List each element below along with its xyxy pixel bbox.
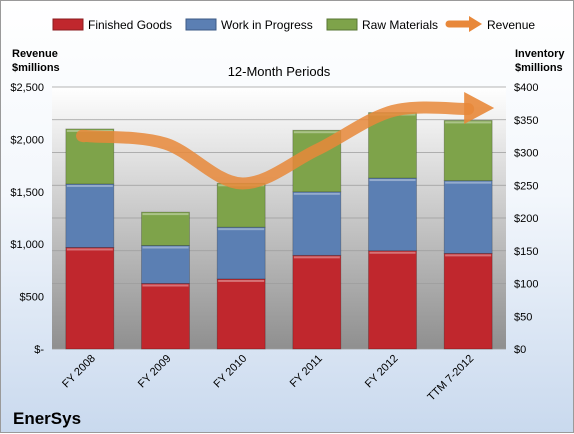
chart-subtitle: 12-Month Periods — [228, 64, 331, 79]
bar-work-in-progress — [293, 192, 341, 256]
category-label: FY 2009 — [136, 353, 174, 391]
right-tick-label: $50 — [514, 311, 532, 323]
bar-raw-materials — [142, 212, 190, 245]
bar-work-in-progress — [142, 246, 190, 284]
bar-highlight — [143, 213, 189, 215]
right-tick-label: $350 — [514, 115, 538, 127]
bar-highlight — [370, 252, 416, 254]
left-tick-label: $500 — [20, 292, 44, 304]
left-tick-label: $1,500 — [10, 187, 44, 199]
legend-swatch-work-in-progress — [186, 19, 216, 30]
bar-finished-goods — [444, 253, 492, 349]
category-label: FY 2010 — [212, 353, 250, 391]
category-label: TTM 7-2012 — [425, 353, 476, 404]
bar-finished-goods — [293, 255, 341, 349]
legend-swatch-finished-goods — [53, 19, 83, 30]
bar-highlight — [294, 193, 340, 195]
bar-raw-materials — [217, 183, 265, 227]
bar-highlight — [67, 185, 113, 187]
bar-highlight — [294, 131, 340, 133]
left-axis-title-line1: Revenue — [12, 48, 58, 60]
bar-work-in-progress — [66, 184, 114, 248]
right-tick-label: $150 — [514, 246, 538, 258]
legend-arrow-revenue — [469, 16, 482, 32]
left-tick-label: $1,000 — [10, 239, 44, 251]
legend-label-revenue: Revenue — [487, 18, 535, 32]
bar-highlight — [143, 285, 189, 287]
right-tick-label: $400 — [514, 82, 538, 94]
left-tick-label: $- — [34, 344, 44, 356]
right-tick-label: $250 — [514, 180, 538, 192]
category-label: FY 2011 — [288, 353, 325, 390]
legend-label-raw-materials: Raw Materials — [362, 18, 438, 32]
bar-highlight — [445, 182, 491, 184]
category-label: FY 2008 — [60, 353, 98, 391]
right-tick-label: $300 — [514, 148, 538, 160]
category-label: FY 2012 — [363, 353, 401, 391]
bar-highlight — [218, 280, 264, 282]
bar-finished-goods — [142, 284, 190, 350]
right-axis-title-line2: $millions — [515, 62, 563, 74]
legend-label-finished-goods: Finished Goods — [88, 18, 172, 32]
bar-work-in-progress — [369, 178, 417, 251]
bar-work-in-progress — [217, 227, 265, 279]
bar-highlight — [294, 256, 340, 258]
bar-raw-materials — [444, 120, 492, 180]
right-tick-label: $100 — [514, 279, 538, 291]
right-tick-label: $0 — [514, 344, 526, 356]
left-axis-title-line2: $millions — [12, 62, 60, 74]
left-tick-label: $2,500 — [10, 82, 44, 94]
bar-finished-goods — [369, 251, 417, 349]
bar-highlight — [445, 254, 491, 256]
right-axis-title-line1: Inventory — [515, 48, 565, 60]
bar-finished-goods — [217, 279, 265, 349]
legend-swatch-raw-materials — [327, 19, 357, 30]
bar-highlight — [218, 228, 264, 230]
left-tick-label: $2,000 — [10, 134, 44, 146]
legend: Finished Goods Work in Progress Raw Mate… — [53, 16, 535, 32]
bar-highlight — [67, 248, 113, 250]
bar-highlight — [143, 247, 189, 249]
bar-finished-goods — [66, 247, 114, 349]
bar-highlight — [370, 179, 416, 181]
legend-label-work-in-progress: Work in Progress — [221, 18, 313, 32]
bar-work-in-progress — [444, 181, 492, 254]
company-name: EnerSys — [13, 409, 81, 428]
right-tick-label: $200 — [514, 213, 538, 225]
